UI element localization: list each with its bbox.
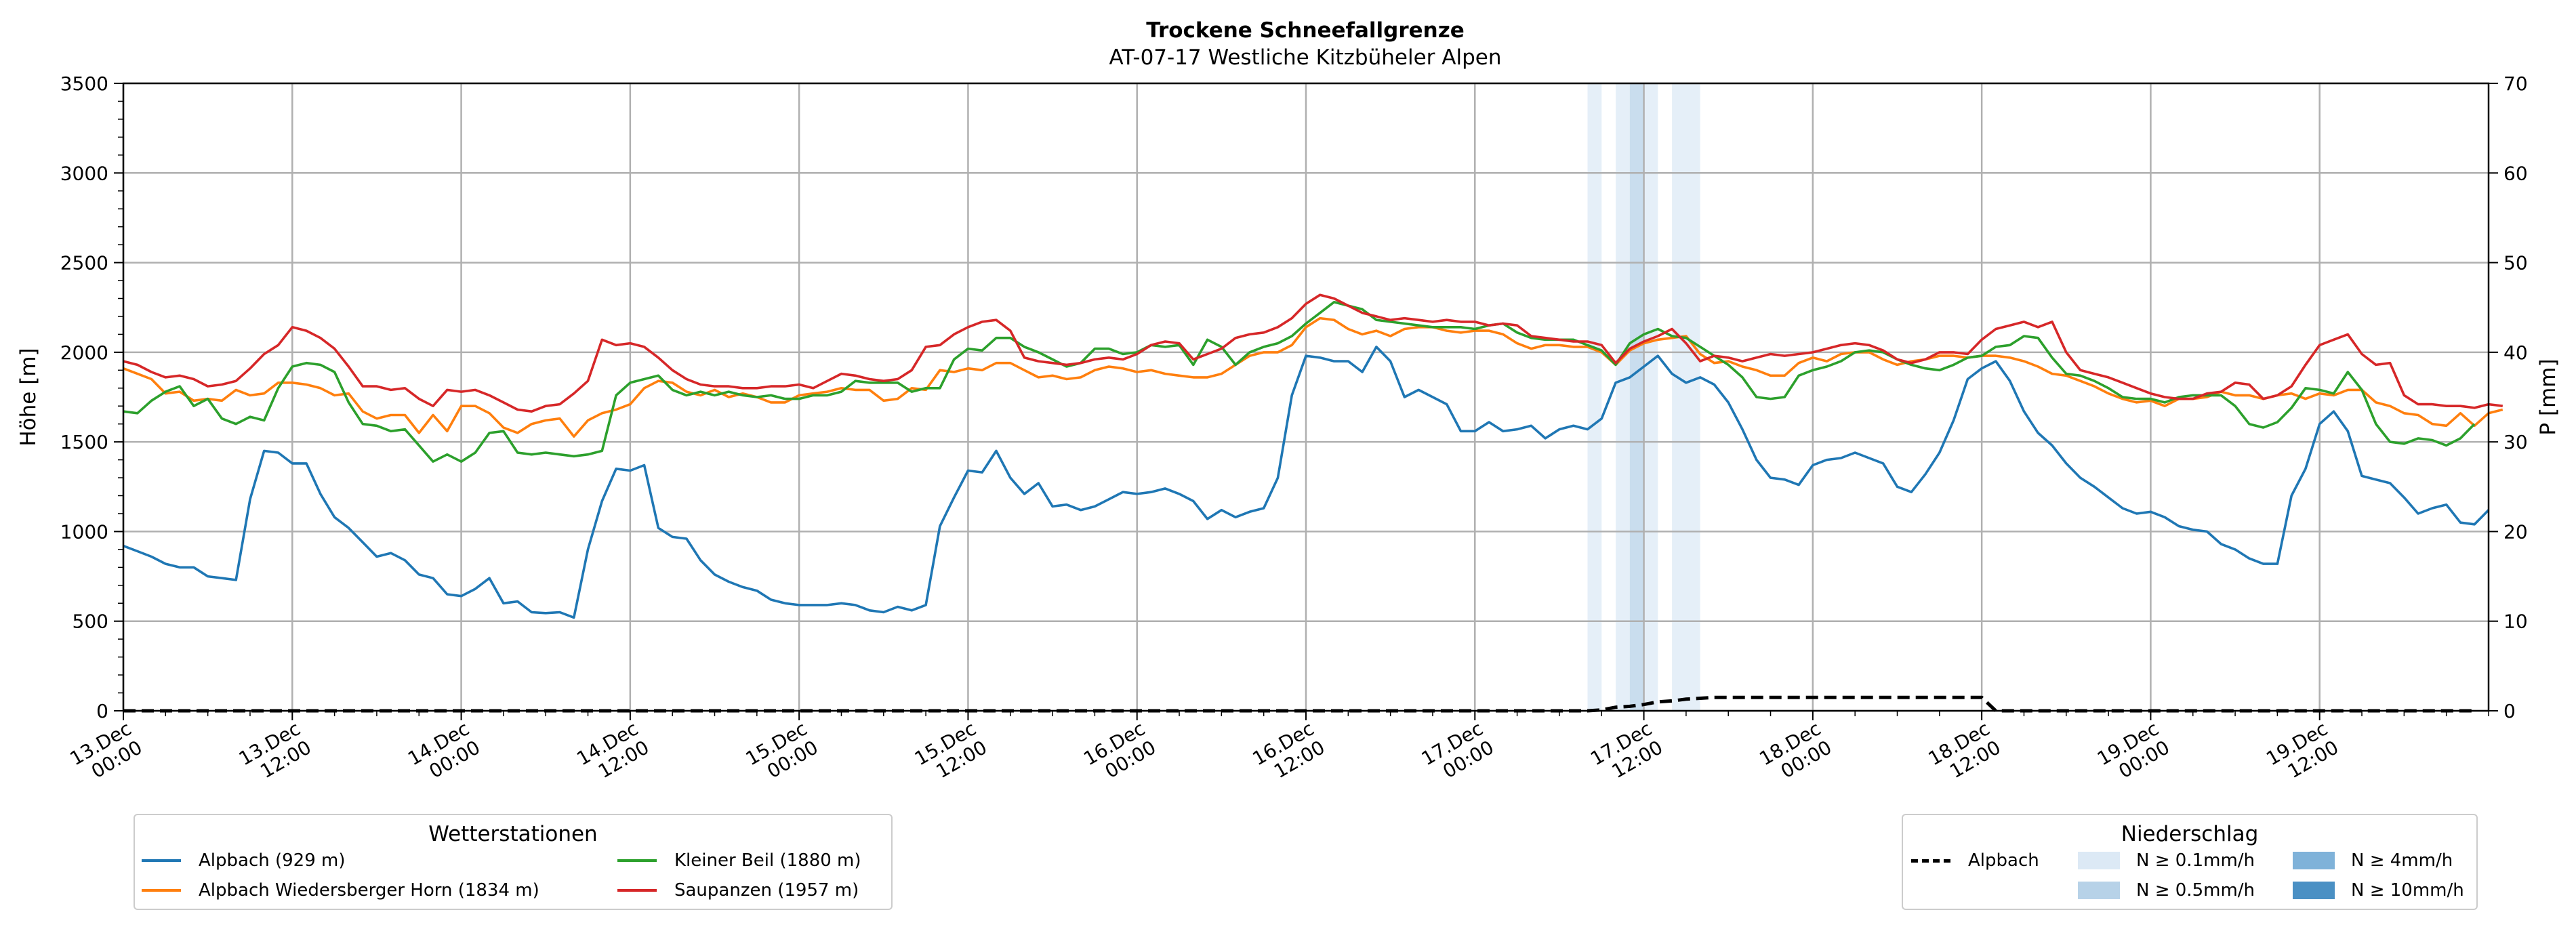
x-tick-label-1: 13.Dec12:00 bbox=[235, 717, 315, 789]
series-line-2 bbox=[123, 300, 2476, 463]
x-tick-label-9: 17.Dec12:00 bbox=[1587, 717, 1667, 789]
x-tick-label-4: 15.Dec00:00 bbox=[742, 717, 822, 789]
y-tick-label-3: 1500 bbox=[60, 431, 108, 453]
legend-label-series-0: Alpbach (929 m) bbox=[199, 850, 346, 871]
y-tick-label-1: 500 bbox=[73, 611, 108, 633]
x-tick-label-7: 16.Dec12:00 bbox=[1249, 717, 1329, 789]
x-tick-label-5: 15.Dec12:00 bbox=[911, 717, 991, 789]
legend-label-level-1: N ≥ 0.5mm/h bbox=[2136, 880, 2255, 901]
legend-label-precip-line: Alpbach bbox=[1968, 850, 2039, 871]
x-tick-label-12: 19.Dec00:00 bbox=[2093, 717, 2173, 789]
x-tick-label-13: 19.Dec12:00 bbox=[2262, 717, 2342, 789]
legend-label-level-3: N ≥ 10mm/h bbox=[2351, 880, 2464, 901]
precip-band-3 bbox=[1643, 83, 1658, 711]
precip-band-1 bbox=[1616, 83, 1630, 711]
y-tick-label-2: 1000 bbox=[60, 520, 108, 543]
legend-swatch-precip-line bbox=[1911, 859, 1950, 863]
y-tick-label-6: 3000 bbox=[60, 162, 108, 184]
legend-item-precip-line: Alpbach bbox=[1911, 850, 2039, 871]
y-tick-label-4: 2000 bbox=[60, 342, 108, 364]
precip-band-4 bbox=[1672, 83, 1700, 711]
chart-subtitle: AT-07-17 Westliche Kitzbüheler Alpen bbox=[1109, 45, 1502, 70]
x-tick-label-6: 16.Dec00:00 bbox=[1080, 717, 1160, 789]
legend-item-level-2: N ≥ 4mm/h bbox=[2293, 850, 2453, 871]
series-line-3 bbox=[123, 293, 2503, 413]
chart-title: Trockene Schneefallgrenze bbox=[1146, 18, 1465, 43]
y-axis-label: Höhe [m] bbox=[16, 348, 41, 446]
legend-swatch-level-3 bbox=[2293, 882, 2335, 899]
y2-axis-ticks: 0 10 20 30 40 50 60 70 bbox=[2489, 73, 2528, 722]
y2-axis-label: P [mm] bbox=[2536, 358, 2560, 435]
x-axis-ticks: 13.Dec00:00 13.Dec12:00 14.Dec00:00 14.Dec1… bbox=[66, 711, 2342, 789]
series-line-0 bbox=[123, 346, 2490, 619]
legend-swatch-series-2 bbox=[617, 859, 657, 862]
precip-bands bbox=[1587, 83, 1700, 711]
y2-tick-label-4: 40 bbox=[2503, 342, 2528, 364]
legend-item-series-0: Alpbach (929 m) bbox=[142, 850, 346, 871]
x-tick-label-10: 18.Dec00:00 bbox=[1755, 717, 1835, 789]
legend-label-level-0: N ≥ 0.1mm/h bbox=[2136, 850, 2255, 871]
y-tick-label-5: 2500 bbox=[60, 252, 108, 274]
precip-band-2 bbox=[1629, 83, 1644, 711]
legend-swatch-level-1 bbox=[2078, 882, 2120, 899]
legend-item-series-2: Kleiner Beil (1880 m) bbox=[617, 850, 861, 871]
y2-tick-label-2: 20 bbox=[2503, 520, 2528, 543]
legend-item-series-3: Saupanzen (1957 m) bbox=[617, 880, 859, 901]
legend-precip-title: Niederschlag bbox=[2121, 822, 2259, 846]
y2-tick-label-5: 50 bbox=[2503, 252, 2528, 274]
legend-item-level-3: N ≥ 10mm/h bbox=[2293, 880, 2464, 901]
y2-tick-label-1: 10 bbox=[2503, 611, 2528, 633]
legend-label-series-2: Kleiner Beil (1880 m) bbox=[674, 850, 861, 871]
legend-label-series-1: Alpbach Wiedersberger Horn (1834 m) bbox=[199, 880, 539, 901]
precip-lines bbox=[123, 695, 2475, 713]
y-axis-ticks: 0 500 1000 1500 2000 2500 3000 3500 bbox=[60, 73, 123, 722]
y2-tick-label-3: 30 bbox=[2503, 431, 2528, 453]
legend-item-level-1: N ≥ 0.5mm/h bbox=[2078, 880, 2255, 901]
legend-precip: Niederschlag Alpbach N ≥ 0.1mm/h N ≥ 0.5… bbox=[1902, 814, 2478, 910]
x-tick-label-0: 13.Dec00:00 bbox=[66, 717, 146, 789]
x-tick-label-8: 17.Dec00:00 bbox=[1418, 717, 1498, 789]
legend-swatch-level-2 bbox=[2293, 852, 2335, 869]
y2-tick-label-7: 70 bbox=[2503, 73, 2528, 95]
legend-label-series-3: Saupanzen (1957 m) bbox=[674, 880, 859, 901]
legend-stations-title: Wetterstationen bbox=[428, 822, 598, 846]
series-line-1 bbox=[123, 316, 2503, 438]
x-tick-label-2: 14.Dec00:00 bbox=[404, 717, 484, 789]
y-tick-label-0: 0 bbox=[96, 700, 108, 722]
legend-item-level-0: N ≥ 0.1mm/h bbox=[2078, 850, 2255, 871]
grid-lines bbox=[122, 82, 2489, 712]
precip-band-0 bbox=[1587, 83, 1602, 711]
y2-tick-label-0: 0 bbox=[2503, 700, 2516, 722]
legend-label-level-2: N ≥ 4mm/h bbox=[2351, 850, 2453, 871]
legend-item-series-1: Alpbach Wiedersberger Horn (1834 m) bbox=[142, 880, 539, 901]
legend-swatch-series-1 bbox=[142, 889, 181, 892]
series-lines bbox=[123, 293, 2503, 619]
y-tick-label-7: 3500 bbox=[60, 73, 108, 95]
x-tick-label-3: 14.Dec12:00 bbox=[573, 717, 653, 789]
y2-tick-label-6: 60 bbox=[2503, 162, 2528, 184]
x-tick-label-11: 18.Dec12:00 bbox=[1925, 717, 2005, 789]
legend-swatch-series-0 bbox=[142, 859, 181, 862]
legend-swatch-series-3 bbox=[617, 889, 657, 892]
legend-stations: Wetterstationen Alpbach (929 m) Alpbach … bbox=[134, 814, 893, 910]
precip-line-0 bbox=[123, 695, 2475, 713]
legend-swatch-level-0 bbox=[2078, 852, 2120, 869]
